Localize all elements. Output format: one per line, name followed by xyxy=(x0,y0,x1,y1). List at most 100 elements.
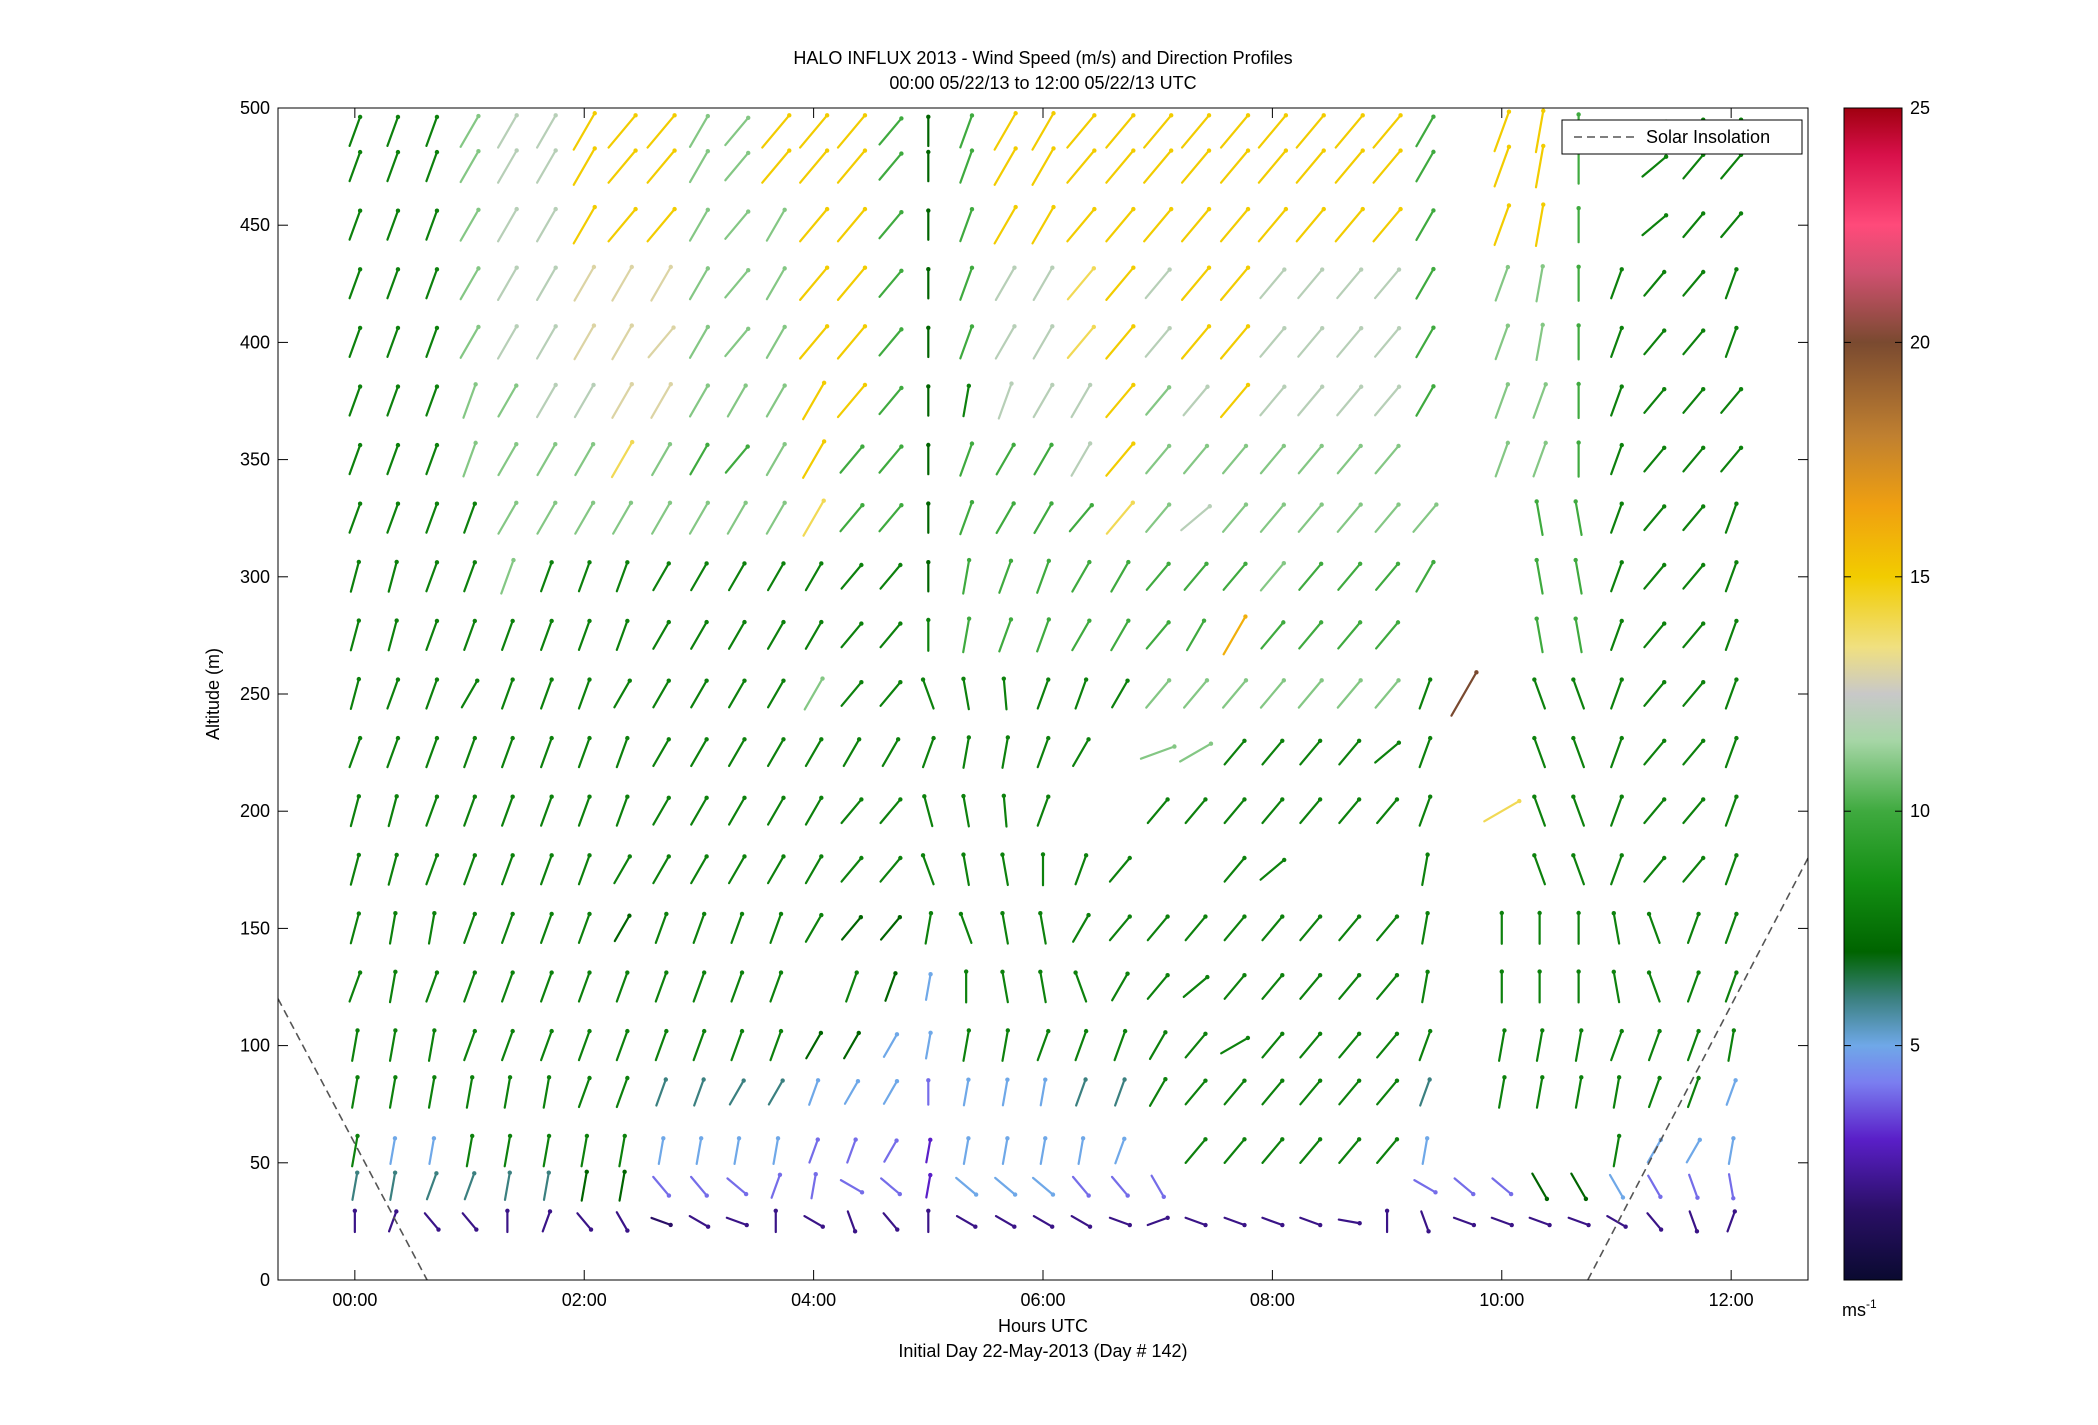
wind-vector-head xyxy=(1619,501,1624,506)
wind-vector-head xyxy=(1318,561,1324,566)
wind-vector xyxy=(808,1138,819,1164)
wind-vector-head xyxy=(392,1170,398,1175)
wind-vector-head xyxy=(514,500,519,505)
wind-vector-head xyxy=(1131,324,1136,329)
wind-vector-head xyxy=(1571,677,1576,682)
wind-vector xyxy=(725,1216,748,1227)
wind-vector-head xyxy=(856,737,862,742)
wind-vector-head xyxy=(1086,912,1091,918)
wind-vector xyxy=(1497,1076,1506,1109)
wind-vector xyxy=(959,149,974,184)
wind-vector xyxy=(652,796,670,826)
wind-vector-head xyxy=(625,1228,630,1233)
wind-vector xyxy=(1223,1079,1246,1106)
wind-vector xyxy=(1493,110,1511,153)
wind-vector xyxy=(1493,145,1511,188)
wind-vector-head xyxy=(395,149,401,155)
wind-vector xyxy=(1682,388,1705,414)
wind-vector-head xyxy=(969,441,975,446)
wind-vector-head xyxy=(633,206,638,212)
wind-vector xyxy=(651,501,672,535)
wind-vector-head xyxy=(781,854,786,859)
wind-vector-head xyxy=(395,325,401,331)
wind-vector xyxy=(615,619,629,651)
wind-vector-head xyxy=(1127,1222,1133,1228)
wind-vector-head xyxy=(926,560,931,565)
wind-vector xyxy=(1074,971,1088,1003)
wind-vector-head xyxy=(1663,213,1669,218)
wind-vector-head xyxy=(1087,441,1093,446)
wind-vector-head xyxy=(625,794,630,799)
wind-vector xyxy=(425,795,439,827)
wind-vector xyxy=(1686,1076,1700,1109)
wind-vector-head xyxy=(1011,442,1016,448)
y-tick-label: 0 xyxy=(260,1270,270,1290)
wind-vector-head xyxy=(781,619,786,625)
wind-vector-head xyxy=(1087,618,1092,623)
wind-vector xyxy=(1574,558,1583,595)
wind-vector-head xyxy=(1092,148,1097,153)
wind-vector-head xyxy=(622,1169,627,1175)
wind-vector-head xyxy=(625,560,630,565)
wind-vector-head xyxy=(510,853,515,858)
wind-vector xyxy=(1610,795,1623,827)
wind-vector-head xyxy=(1131,206,1136,212)
wind-vector xyxy=(836,149,867,184)
wind-vector-head xyxy=(1734,501,1739,506)
wind-vector-head xyxy=(1049,1224,1055,1229)
wind-vector-head xyxy=(1083,853,1089,858)
wind-vector xyxy=(688,1214,710,1228)
wind-vector-head xyxy=(787,113,792,118)
wind-vector-head xyxy=(1398,206,1403,212)
wind-vector xyxy=(1070,1214,1092,1228)
wind-vector-head xyxy=(356,852,362,858)
wind-vector xyxy=(425,115,439,148)
wind-vector xyxy=(1180,325,1211,360)
wind-vector-head xyxy=(1356,797,1362,802)
wind-vector-head xyxy=(1092,206,1097,212)
wind-vector-head xyxy=(1616,1133,1622,1139)
wind-vector-head xyxy=(1280,1137,1285,1142)
wind-vector-head xyxy=(1011,501,1016,506)
wind-vector xyxy=(1075,1078,1087,1107)
wind-vector-head xyxy=(434,267,440,272)
wind-vector xyxy=(836,325,867,360)
wind-vector xyxy=(836,114,867,149)
wind-vector-head xyxy=(1701,269,1706,275)
y-axis-label: Altitude (m) xyxy=(203,648,223,740)
wind-vector xyxy=(1259,327,1286,358)
wind-vector-head xyxy=(1126,618,1131,623)
wind-vector-head xyxy=(395,208,401,213)
wind-vector xyxy=(542,1134,551,1168)
wind-vector-head xyxy=(820,676,825,681)
wind-vector-head xyxy=(1127,855,1132,861)
wind-vector-head xyxy=(393,969,398,975)
wind-vector-head xyxy=(672,206,677,212)
wind-vector xyxy=(1610,385,1623,417)
wind-vector-head xyxy=(742,795,747,801)
wind-vector-head xyxy=(1203,1031,1208,1037)
wind-vector-head xyxy=(1280,914,1285,919)
wind-vector xyxy=(463,737,476,769)
wind-vector xyxy=(1574,500,1583,537)
wind-vector-head xyxy=(1431,149,1436,155)
wind-vector-head xyxy=(815,1078,821,1083)
wind-vector-head xyxy=(395,677,401,682)
wind-vector-head xyxy=(701,911,707,917)
wind-vector xyxy=(728,1079,745,1106)
wind-vector-head xyxy=(1394,1031,1400,1037)
wind-vector-head xyxy=(1168,148,1174,153)
wind-vector xyxy=(1483,799,1521,823)
wind-vector xyxy=(688,384,709,418)
wind-vector xyxy=(688,208,709,242)
wind-vector-head xyxy=(746,115,751,121)
wind-vector-head xyxy=(592,146,597,151)
wind-vector-head xyxy=(1356,1137,1362,1142)
wind-vector-head xyxy=(966,1028,972,1033)
wind-vector-head xyxy=(819,561,824,566)
wind-vector-head xyxy=(1696,1028,1701,1034)
wind-vector-head xyxy=(824,206,830,212)
wind-vector xyxy=(1036,737,1050,769)
wind-vector xyxy=(1298,621,1323,650)
wind-vector-head xyxy=(434,149,440,155)
